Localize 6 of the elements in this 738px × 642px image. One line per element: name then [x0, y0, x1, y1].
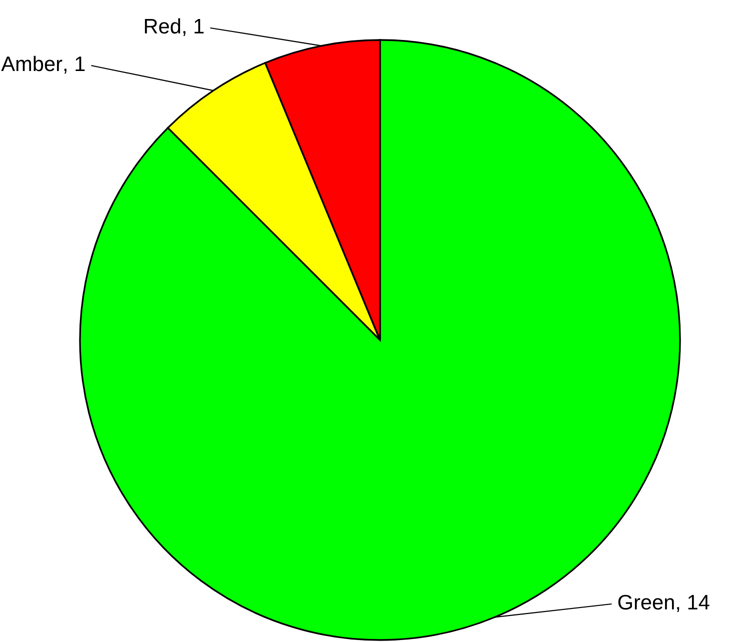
slice-label: Green [618, 594, 674, 610]
data-label: , 1 [183, 19, 204, 36]
data-label: , 1 [64, 56, 85, 74]
slice-label: Red [144, 18, 180, 34]
slice-label: Amber [1, 56, 62, 72]
data-label: , 14 [677, 595, 710, 612]
